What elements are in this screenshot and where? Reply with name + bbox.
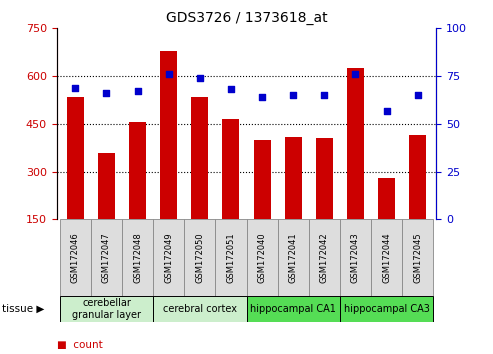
Point [103,91,110,96]
Text: GSM172046: GSM172046 [71,232,80,283]
Bar [222,119,240,219]
Text: GSM172047: GSM172047 [102,232,111,283]
Bar [153,219,184,296]
Point [134,88,141,94]
Bar [91,219,122,296]
Bar [371,219,402,296]
Text: GSM172043: GSM172043 [351,232,360,283]
Point [289,92,297,98]
Bar [340,296,433,322]
Text: cerebral cortex: cerebral cortex [163,304,237,314]
Text: GSM172050: GSM172050 [195,232,204,283]
Text: ■  count: ■ count [57,340,103,350]
Point [71,85,79,90]
Bar [402,219,433,296]
Bar [184,219,215,296]
Text: hippocampal CA3: hippocampal CA3 [344,304,429,314]
Text: GSM172044: GSM172044 [382,232,391,283]
Bar [153,296,246,322]
Point [352,72,359,77]
Bar [160,51,177,219]
Text: cerebellar
granular layer: cerebellar granular layer [72,298,141,320]
Bar [60,296,153,322]
Point [414,92,422,98]
Bar [347,68,364,219]
Text: GSM172041: GSM172041 [289,232,298,283]
Text: GSM172042: GSM172042 [320,232,329,283]
Bar [246,219,278,296]
Point [258,94,266,100]
Text: GSM172045: GSM172045 [413,232,422,283]
Bar [340,219,371,296]
Text: GSM172048: GSM172048 [133,232,142,283]
Bar [253,140,271,219]
Point [196,75,204,81]
Text: tissue ▶: tissue ▶ [2,304,45,314]
Bar [98,153,115,219]
Bar [309,219,340,296]
Bar [316,138,333,219]
Bar [122,219,153,296]
Bar [215,219,246,296]
Bar [191,97,209,219]
Bar [278,219,309,296]
Bar [409,135,426,219]
Text: GSM172049: GSM172049 [164,232,173,283]
Point [383,108,390,113]
Point [165,72,173,77]
Text: GSM172051: GSM172051 [226,232,236,283]
Title: GDS3726 / 1373618_at: GDS3726 / 1373618_at [166,11,327,24]
Bar [67,97,84,219]
Text: hippocampal CA1: hippocampal CA1 [250,304,336,314]
Bar [129,122,146,219]
Point [320,92,328,98]
Text: GSM172040: GSM172040 [257,232,267,283]
Bar [284,137,302,219]
Bar [60,219,91,296]
Bar [246,296,340,322]
Point [227,87,235,92]
Bar [378,178,395,219]
